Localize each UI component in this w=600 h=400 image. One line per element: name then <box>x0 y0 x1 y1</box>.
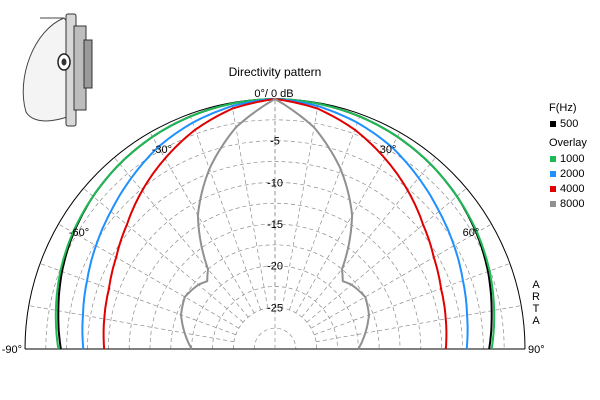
chart-title: Directivity pattern <box>229 65 322 79</box>
legend-swatch-4000 <box>550 186 556 192</box>
grid-ring <box>170 244 380 350</box>
grid-ring <box>107 182 443 350</box>
grid-ring <box>45 119 505 350</box>
legend-entry-8000: 8000 <box>560 198 584 210</box>
angle-label: 90° <box>528 344 545 356</box>
grid-spoke <box>306 188 467 323</box>
angle-label: 60° <box>463 227 480 239</box>
grid-ring <box>149 223 401 350</box>
grid-ring <box>128 202 422 350</box>
angle-label: -60° <box>69 227 89 239</box>
grid-ring <box>253 327 297 350</box>
radial-tick-label: -15 <box>267 219 283 231</box>
grid-ring <box>66 140 484 350</box>
legend-entry-2000: 2000 <box>560 168 584 180</box>
radial-tick-label: -20 <box>267 261 283 273</box>
legend-swatch-8000 <box>550 201 556 207</box>
legend-entry-500: 500 <box>560 118 578 130</box>
radial-tick-label: -25 <box>267 302 283 314</box>
speaker-icon <box>22 13 93 127</box>
legend-overlay-header: Overlay <box>549 137 587 149</box>
grid-ring <box>191 265 359 350</box>
series-layer <box>54 98 496 350</box>
grid-ring <box>212 286 338 350</box>
legend-swatch-500 <box>550 121 556 127</box>
angle-label: -30° <box>152 144 172 156</box>
legend-swatch-2000 <box>550 171 556 177</box>
polar-grid <box>24 98 526 350</box>
angle-label: 30° <box>380 144 397 156</box>
angle-label: -90° <box>2 344 22 356</box>
legend-swatch-1000 <box>550 156 556 162</box>
legend-entry-4000: 4000 <box>560 183 584 195</box>
series-line-8000 <box>180 98 370 350</box>
legend: F(Hz) 500 Overlay 1000 2000 4000 8000 <box>549 102 587 210</box>
legend-entry-1000: 1000 <box>560 153 584 165</box>
grid-ring <box>232 307 318 350</box>
grid-ring <box>87 161 463 350</box>
top-label: 0°/ 0 dB <box>254 88 293 100</box>
legend-header: F(Hz) <box>549 102 577 114</box>
labels-layer: -5 -10 -15 -20 -25 -90° -60° -30° 30° 60° 90° <box>2 136 545 356</box>
radial-tick-label: -5 <box>270 136 280 148</box>
grid-spoke <box>288 113 361 310</box>
radial-tick-label: -10 <box>267 177 283 189</box>
